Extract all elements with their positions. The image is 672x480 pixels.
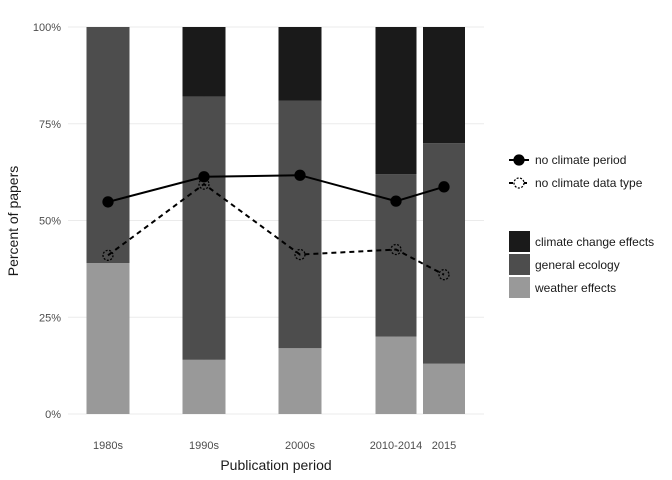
bar-climate-change-effects [423, 27, 465, 144]
x-tick-label: 1980s [93, 440, 123, 452]
y-tick-label: 100% [33, 22, 61, 34]
stacked-bars [86, 27, 465, 414]
bar-general-ecology [423, 143, 465, 364]
bar-general-ecology [86, 27, 130, 264]
y-axis-title: Percent of papers [5, 166, 21, 277]
bar-climate-change-effects [182, 27, 226, 97]
point-no-climate-period [390, 195, 402, 207]
bar-weather-effects [375, 336, 417, 414]
y-axis-ticks: 0% 25% 50% 75% 100% [33, 22, 61, 421]
y-tick-label: 0% [45, 409, 61, 421]
line-no-climate-data-type [107, 182, 445, 276]
legend-label: no climate period [535, 153, 626, 167]
point-no-climate-data-type [294, 248, 306, 261]
bar-weather-effects [182, 359, 226, 414]
point-no-climate-data-type [102, 249, 114, 261]
bar-weather-effects [86, 263, 130, 414]
grid-lines [68, 26, 484, 415]
x-axis-title: Publication period [220, 457, 331, 473]
legend-marker [513, 154, 525, 166]
point-no-climate-period [294, 169, 306, 181]
point-no-climate-data-type [438, 269, 450, 281]
bar-climate-change-effects [278, 27, 322, 101]
point-no-climate-data-type [198, 178, 210, 190]
x-tick-label: 1990s [189, 440, 219, 452]
y-tick-label: 50% [39, 216, 61, 228]
bar-general-ecology [278, 100, 322, 349]
point-no-climate-data-type [390, 243, 402, 256]
point-no-climate-period [102, 196, 114, 208]
x-axis-ticks: 1980s 1990s 2000s 2010-2014 2015 [93, 440, 456, 452]
line-series [102, 169, 450, 281]
bar-weather-effects [423, 363, 465, 414]
bar-weather-effects [278, 348, 322, 414]
legend-line-series: no climate period no climate data type [509, 153, 643, 190]
legend-label: weather effects [534, 281, 616, 295]
legend-label: climate change effects [535, 235, 654, 249]
legend-label: general ecology [535, 258, 620, 272]
y-tick-label: 25% [39, 312, 61, 324]
legend-swatch [509, 231, 530, 252]
legend-swatch [509, 277, 530, 298]
legend-bar-series: climate change effects general ecology wea… [509, 231, 654, 298]
legend-label: no climate data type [535, 176, 643, 190]
legend-swatch [509, 254, 530, 275]
x-tick-label: 2015 [432, 440, 456, 452]
y-tick-label: 75% [39, 119, 61, 131]
x-tick-label: 2010-2014 [370, 440, 423, 452]
legend-marker [513, 177, 525, 189]
x-tick-label: 2000s [285, 440, 315, 452]
point-no-climate-period [438, 181, 450, 193]
bar-general-ecology [182, 96, 226, 360]
bar-climate-change-effects [375, 27, 417, 175]
